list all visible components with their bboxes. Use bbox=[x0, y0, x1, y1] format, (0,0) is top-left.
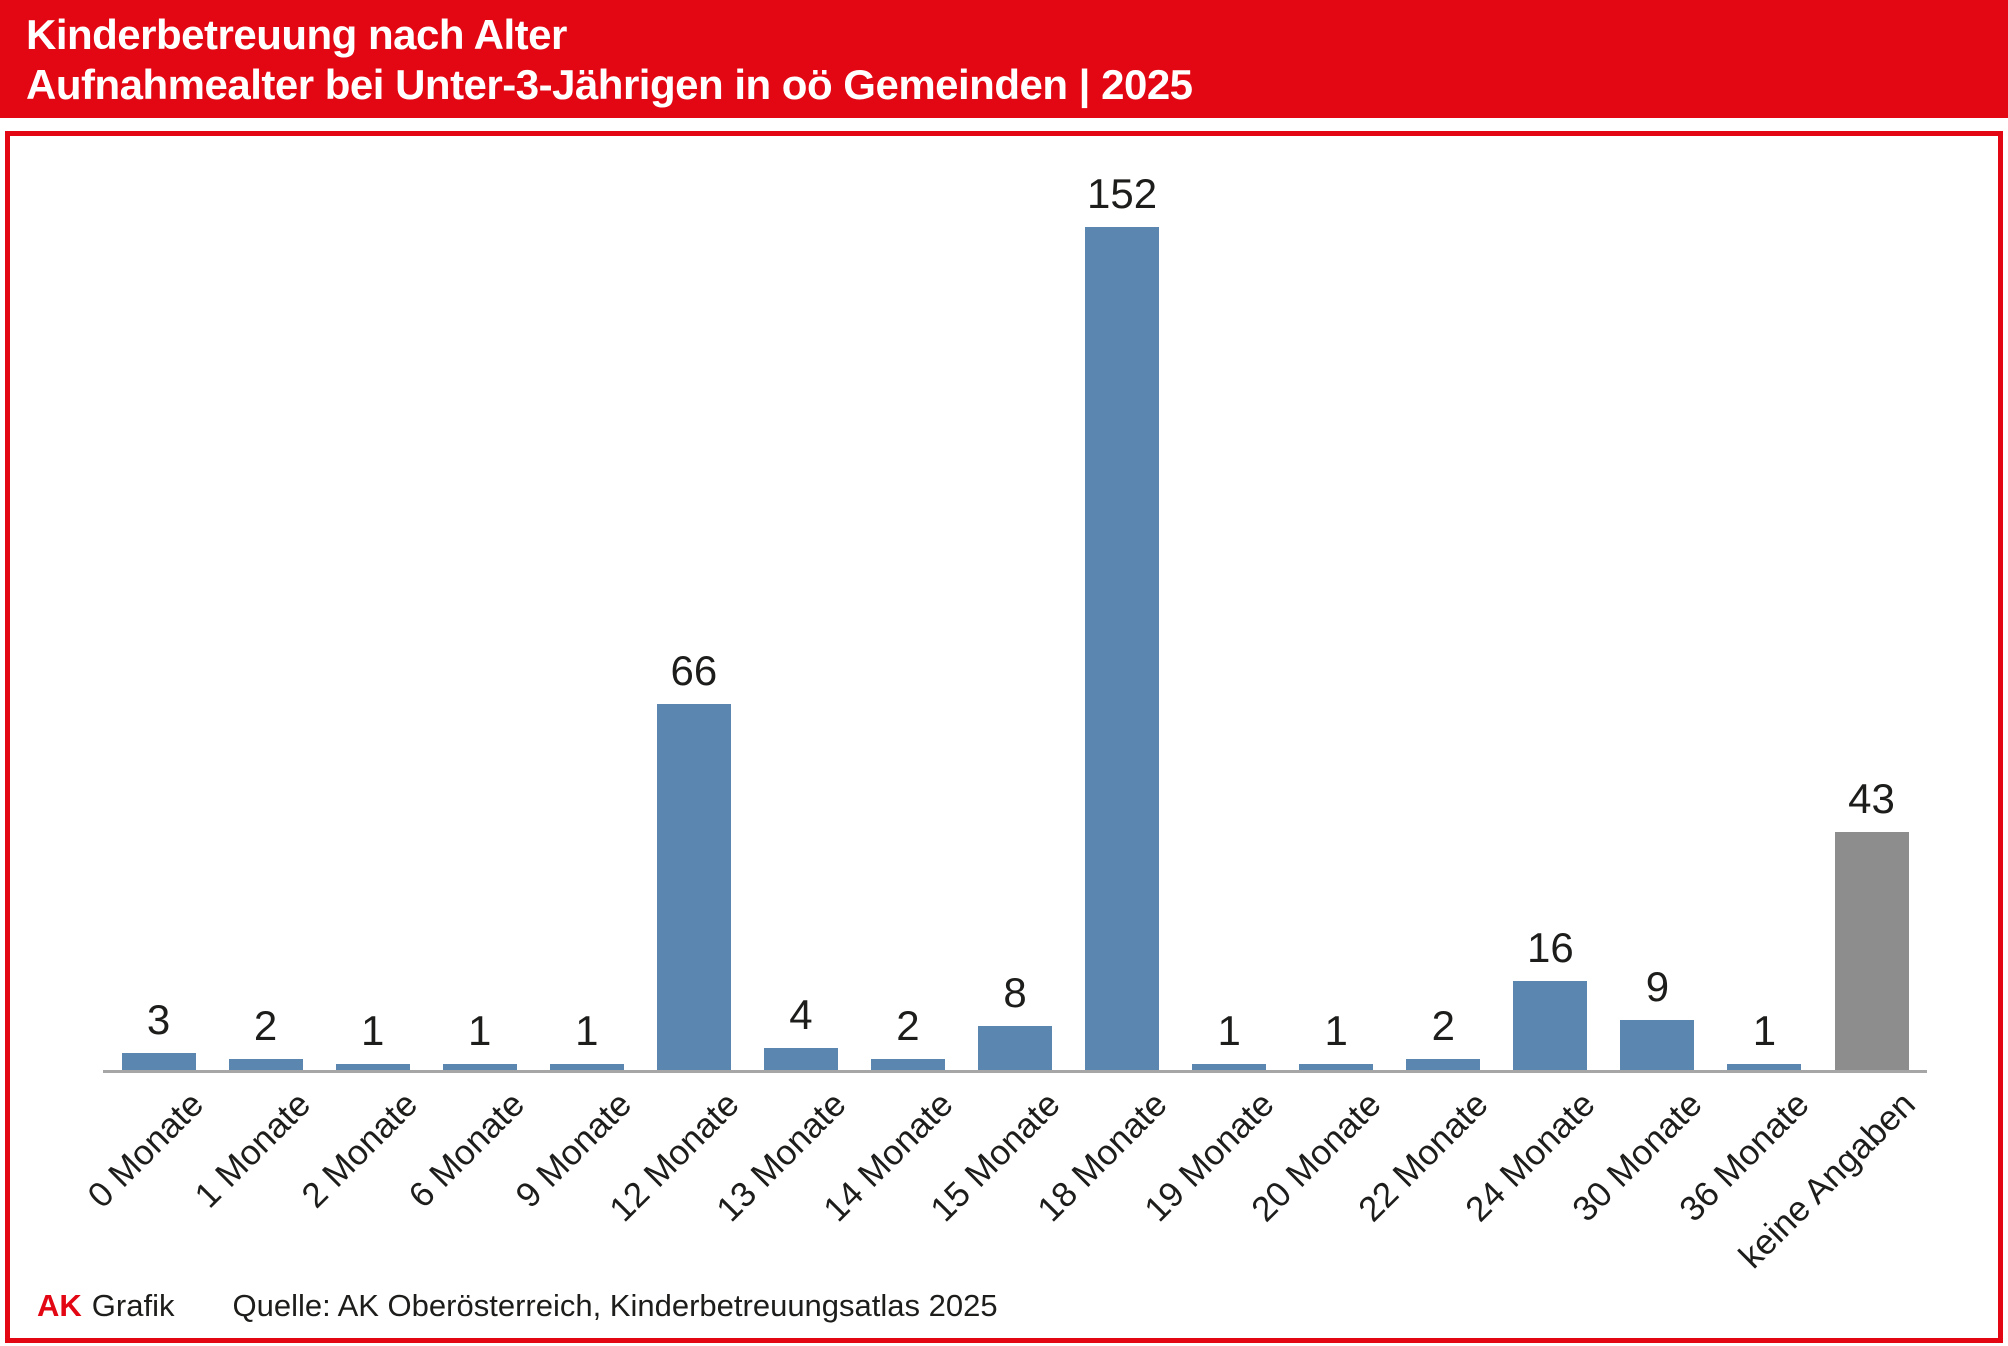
bar-chart: 3 2 1 1 1 66 4 2 8 152 1 1 2 16 9 1 43 bbox=[105, 173, 1925, 1070]
bar-column: 2 bbox=[854, 227, 961, 1070]
bar-column: 3 bbox=[105, 227, 212, 1070]
bar bbox=[1299, 1064, 1374, 1070]
bar bbox=[1727, 1064, 1802, 1070]
bar-value-label: 2 bbox=[896, 1002, 920, 1049]
bar-value-label: 9 bbox=[1645, 963, 1670, 1010]
bar-value-label: 43 bbox=[1848, 775, 1895, 822]
bar bbox=[1192, 1064, 1267, 1070]
bar-value-label: 1 bbox=[1752, 1007, 1777, 1054]
header-banner: Kinderbetreuung nach Alter Aufnahmealter… bbox=[0, 0, 2008, 118]
bar bbox=[1513, 981, 1588, 1070]
bar bbox=[335, 1064, 410, 1070]
page-title-line2: Aufnahmealter bei Unter-3-Jährigen in oö… bbox=[26, 61, 1193, 108]
bar-column: 2 bbox=[212, 227, 319, 1070]
bar-value-label: 2 bbox=[253, 1002, 278, 1049]
bar-value-label: 1 bbox=[360, 1007, 385, 1054]
page-title-line1: Kinderbetreuung nach Alter bbox=[26, 11, 567, 58]
bar-column: 66 bbox=[640, 227, 747, 1070]
bar bbox=[1834, 832, 1909, 1070]
bar-column: 1 bbox=[1283, 227, 1390, 1070]
bar-value-label: 16 bbox=[1526, 924, 1574, 971]
ak-logo: AK bbox=[37, 1287, 82, 1323]
x-axis-label: 6 Monate bbox=[401, 1084, 533, 1216]
bar-column: 8 bbox=[962, 227, 1069, 1070]
bar bbox=[1085, 227, 1160, 1070]
bar bbox=[1406, 1059, 1481, 1070]
bar-column: 1 bbox=[533, 227, 640, 1070]
bar-column: 1 bbox=[1711, 227, 1818, 1070]
footer: AK Grafik Quelle: AK Oberösterreich, Kinde… bbox=[37, 1287, 998, 1324]
x-axis-label: 2 Monate bbox=[294, 1084, 426, 1216]
bar-column: 2 bbox=[1390, 227, 1497, 1070]
bar-value-label: 152 bbox=[1087, 170, 1158, 217]
bar bbox=[870, 1059, 945, 1070]
bar-column: 1 bbox=[1176, 227, 1283, 1070]
bar-value-label: 4 bbox=[789, 991, 813, 1038]
chart-frame: 3 2 1 1 1 66 4 2 8 152 1 1 2 16 9 1 43 0 Monate 1 Monate 2… bbox=[5, 131, 2003, 1343]
bar-column: 1 bbox=[426, 227, 533, 1070]
footer-source: Quelle: AK Oberösterreich, Kinderbetreuu… bbox=[232, 1287, 998, 1323]
bar bbox=[1620, 1020, 1695, 1070]
bar bbox=[228, 1059, 303, 1070]
bar-value-label: 8 bbox=[1003, 969, 1027, 1016]
bar bbox=[549, 1064, 624, 1070]
bar bbox=[763, 1048, 838, 1070]
bar-column: 1 bbox=[319, 227, 426, 1070]
x-axis-line bbox=[103, 1070, 1927, 1073]
bar-column: 43 bbox=[1818, 227, 1925, 1070]
x-axis-label: 0 Monate bbox=[80, 1084, 212, 1216]
bar-value-label: 2 bbox=[1431, 1002, 1455, 1049]
bar-value-label: 66 bbox=[670, 647, 718, 694]
bar-column: 9 bbox=[1604, 227, 1711, 1070]
bar-value-label: 1 bbox=[1324, 1007, 1348, 1054]
bar bbox=[442, 1064, 517, 1070]
footer-brand-label: Grafik bbox=[91, 1287, 175, 1323]
bar bbox=[121, 1053, 196, 1070]
bar-value-label: 1 bbox=[575, 1007, 599, 1054]
bar-column: 152 bbox=[1069, 173, 1176, 1070]
bar-value-label: 3 bbox=[146, 996, 171, 1043]
bar-column: 16 bbox=[1497, 227, 1604, 1070]
bar-column: 4 bbox=[747, 227, 854, 1070]
bar bbox=[656, 704, 731, 1070]
bar bbox=[978, 1026, 1053, 1070]
x-axis-label: 1 Monate bbox=[187, 1084, 319, 1216]
bar-value-label: 1 bbox=[1217, 1007, 1241, 1054]
bar-value-label: 1 bbox=[468, 1007, 492, 1054]
